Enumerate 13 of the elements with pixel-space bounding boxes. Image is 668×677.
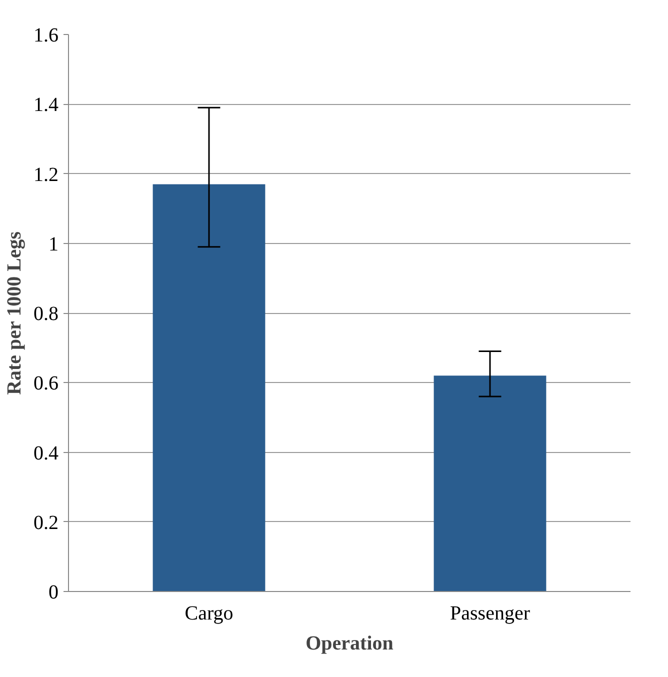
y-tick-label: 0.8 xyxy=(34,303,58,325)
y-tick-label: 0.6 xyxy=(34,372,58,395)
x-tick-label: Cargo xyxy=(184,602,234,624)
y-tick-label: 1.6 xyxy=(34,24,58,46)
x-axis-title: Operation xyxy=(306,632,394,654)
y-tick-label: 0.2 xyxy=(34,512,58,534)
x-tick-label: Passenger xyxy=(450,602,530,624)
y-tick-label: 1.4 xyxy=(34,94,58,116)
y-tick-label: 0 xyxy=(48,582,58,604)
y-tick-label: 0.4 xyxy=(34,442,58,464)
y-axis-title: Rate per 1000 Legs xyxy=(4,231,26,395)
y-tick-label: 1.2 xyxy=(34,164,58,186)
y-tick-label: 1 xyxy=(48,233,58,256)
